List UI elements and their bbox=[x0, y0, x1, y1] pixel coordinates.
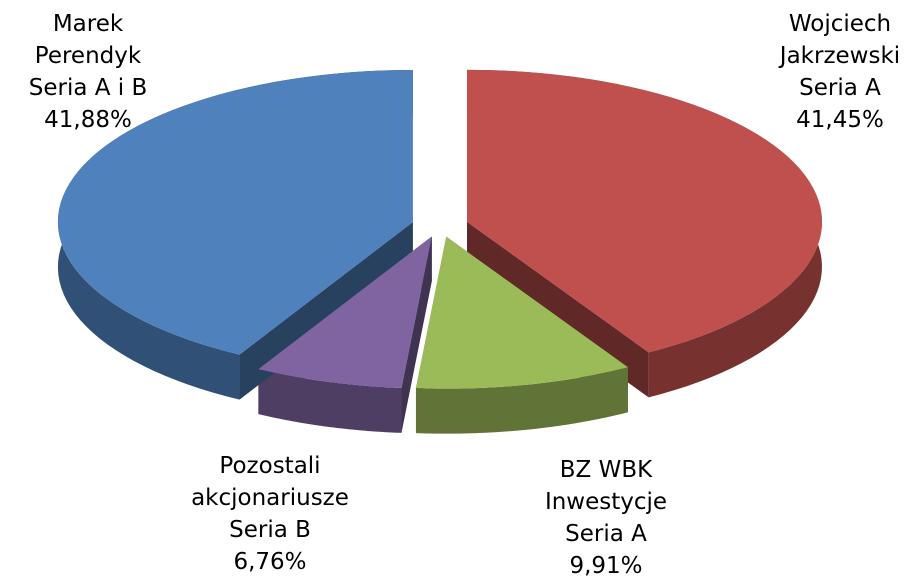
slice bbox=[466, 69, 822, 353]
slice-side bbox=[258, 369, 402, 433]
slice-label: BZ WBK Inwestycje Seria A bbox=[544, 457, 668, 547]
value-label: 41,88% bbox=[44, 107, 132, 133]
data-label: BZ WBK Inwestycje Seria A 9,91% bbox=[476, 454, 736, 582]
data-label: Pozostali akcjonariusze Seria B 6,76% bbox=[140, 450, 400, 578]
slice-side bbox=[415, 367, 628, 434]
slice bbox=[258, 236, 432, 388]
data-label: Wojciech Jakrzewski Seria A 41,45% bbox=[710, 8, 919, 136]
value-label: 9,91% bbox=[569, 553, 643, 579]
data-label: Marek Perendyk Seria A i B 41,88% bbox=[0, 8, 218, 136]
slice bbox=[415, 236, 628, 389]
slice-label: Marek Perendyk Seria A i B bbox=[28, 11, 148, 101]
slice-label: Wojciech Jakrzewski Seria A bbox=[779, 11, 901, 101]
slice bbox=[57, 69, 413, 355]
slice-label: Pozostali akcjonariusze Seria B bbox=[191, 453, 349, 543]
value-label: 41,45% bbox=[796, 107, 884, 133]
value-label: 6,76% bbox=[233, 549, 307, 575]
